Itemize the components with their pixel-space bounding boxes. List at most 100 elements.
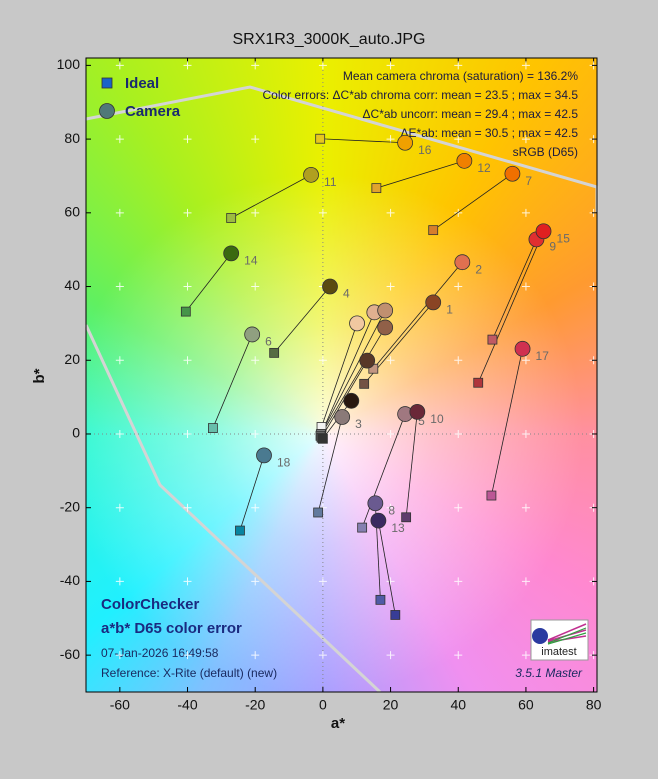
grid-cross — [386, 429, 395, 438]
y-axis-label: b* — [31, 368, 48, 383]
grid-cross — [454, 577, 463, 586]
x-tick-label: -60 — [110, 697, 130, 713]
grid-cross — [115, 208, 124, 217]
grid-cross — [454, 282, 463, 291]
ideal-marker — [357, 522, 368, 533]
grid-cross — [386, 356, 395, 365]
grid-cross — [183, 503, 192, 512]
camera-marker — [256, 447, 272, 464]
ideal-marker — [208, 423, 218, 433]
grid-cross — [454, 356, 463, 365]
grid-cross — [386, 651, 395, 660]
y-tick-label: 0 — [72, 425, 80, 441]
x-tick-label: 80 — [586, 697, 602, 713]
y-tick-label: 40 — [64, 277, 80, 293]
stats-line: ΔE*ab: mean = 30.5 ; max = 42.5 — [401, 126, 579, 140]
ideal-marker — [226, 213, 237, 223]
point-label: 11 — [324, 175, 337, 189]
x-axis-label: a* — [331, 715, 345, 732]
ideal-marker — [317, 433, 328, 444]
grid-cross — [521, 135, 530, 144]
error-line — [320, 312, 375, 435]
error-line — [212, 334, 253, 429]
error-line — [477, 231, 544, 383]
ideal-marker — [315, 133, 326, 144]
grid-cross — [521, 429, 530, 438]
subtitle: a*b* D65 color error — [101, 620, 242, 637]
error-line — [361, 413, 406, 528]
stats-line: Color errors: ΔC*ab chroma corr: mean = … — [263, 88, 579, 102]
grid-cross — [115, 282, 124, 291]
ideal-marker — [359, 378, 370, 389]
error-line — [377, 520, 396, 616]
camera-marker — [370, 512, 387, 529]
ideal-marker — [180, 306, 191, 317]
legend-marker — [101, 77, 113, 89]
y-tick-label: 60 — [64, 204, 80, 220]
ideal-marker — [313, 507, 324, 518]
camera-marker — [343, 392, 360, 409]
grid-cross — [251, 503, 260, 512]
camera-marker — [514, 340, 531, 357]
camera-marker — [425, 294, 442, 311]
camera-marker — [244, 326, 261, 343]
error-line — [376, 160, 465, 189]
point-label: 4 — [343, 287, 350, 301]
ideal-marker — [401, 512, 412, 523]
ideal-marker — [487, 334, 498, 345]
grid-cross — [251, 61, 260, 70]
logo-rays — [547, 627, 587, 645]
grid-cross — [386, 503, 395, 512]
legend-label: Ideal — [125, 75, 159, 92]
point-label: 1 — [446, 303, 453, 317]
point-label: 13 — [391, 521, 405, 535]
grid-cross — [454, 208, 463, 217]
gamut-boundary — [84, 324, 382, 694]
point-label: 2 — [475, 262, 482, 276]
x-tick-label: 60 — [518, 697, 534, 713]
x-tick-label: -40 — [177, 697, 197, 713]
grid-cross — [386, 577, 395, 586]
point-label: 18 — [277, 456, 291, 470]
error-line — [432, 173, 513, 231]
camera-marker — [454, 254, 471, 271]
point-label: 8 — [388, 503, 395, 517]
x-tick-label: -20 — [245, 697, 265, 713]
grid-cross — [251, 282, 260, 291]
point-label: 16 — [418, 143, 432, 157]
point-label: 6 — [265, 335, 272, 349]
stats-line: Mean camera chroma (saturation) = 136.2% — [343, 69, 578, 83]
grid-cross — [454, 61, 463, 70]
grid-cross — [251, 356, 260, 365]
legend-label: Camera — [125, 103, 181, 120]
grid-cross — [521, 651, 530, 660]
grid-cross — [386, 282, 395, 291]
y-tick-label: 20 — [64, 351, 80, 367]
point-label: 15 — [557, 231, 571, 245]
date: 07-Jan-2026 16:49:58 — [101, 646, 219, 660]
grid-cross — [454, 429, 463, 438]
ideal-marker — [486, 490, 497, 501]
grid-cross — [183, 135, 192, 144]
logo-globe — [532, 628, 548, 644]
ideal-marker — [269, 347, 280, 358]
point-label: 7 — [525, 174, 532, 188]
point-label: 10 — [430, 412, 444, 426]
y-tick-label: -40 — [60, 572, 80, 588]
grid-cross — [318, 208, 327, 217]
error-line — [492, 239, 537, 340]
logo-text: imatest — [541, 646, 576, 658]
grid-cross — [115, 577, 124, 586]
grid-cross — [115, 61, 124, 70]
grid-cross — [183, 282, 192, 291]
camera-marker — [367, 495, 384, 512]
error-line — [230, 174, 312, 219]
ideal-marker — [428, 225, 439, 236]
grid-cross — [318, 577, 327, 586]
grid-cross — [454, 651, 463, 660]
camera-marker — [504, 165, 521, 182]
camera-marker — [359, 352, 376, 369]
ideal-marker — [473, 377, 484, 388]
camera-marker — [535, 223, 552, 240]
